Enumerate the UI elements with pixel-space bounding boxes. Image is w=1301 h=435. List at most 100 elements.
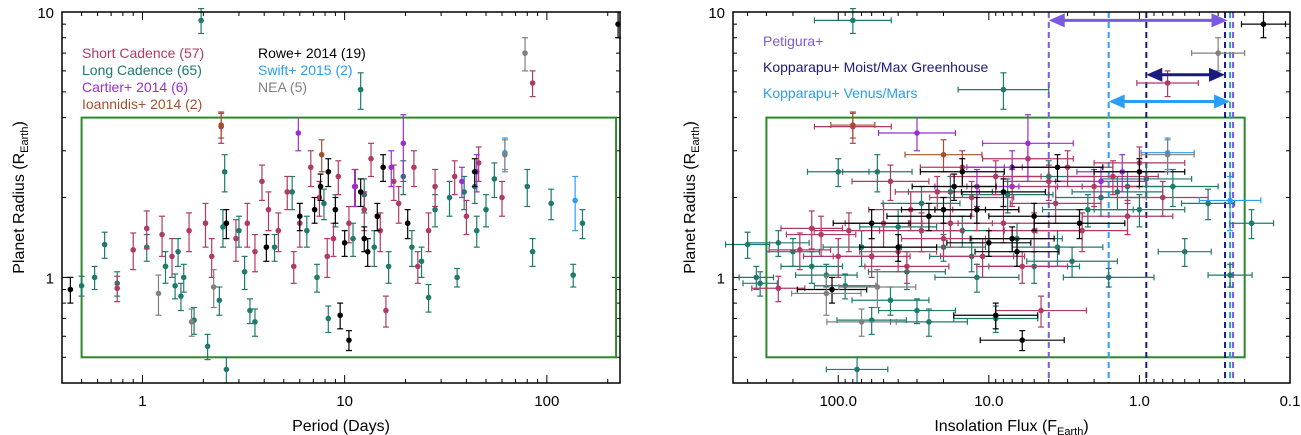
series-ioannidis: [218, 112, 325, 173]
data-point: [332, 206, 339, 213]
data-point: [904, 263, 910, 270]
data-point: [473, 227, 480, 234]
x-tick-label: 100: [534, 393, 559, 410]
legend-item: Rowe+ 2014 (19): [258, 45, 366, 61]
y-axis-label: Planet Radius (REarth): [682, 121, 702, 274]
data-point: [1019, 337, 1026, 343]
data-point: [101, 241, 108, 248]
data-point: [236, 227, 242, 234]
data-point: [895, 244, 901, 250]
data-point: [483, 206, 489, 213]
data-point: [808, 263, 815, 270]
data-point: [155, 290, 162, 297]
data-point: [371, 244, 378, 250]
data-point: [1248, 220, 1255, 227]
legend-item: Long Cadence (65): [82, 62, 202, 78]
x-axis-label-sub: Earth: [1057, 426, 1083, 435]
data-point: [446, 194, 453, 201]
data-point: [357, 189, 364, 195]
data-point: [321, 200, 327, 207]
data-point: [818, 231, 824, 238]
data-point: [233, 235, 239, 242]
data-point: [1076, 220, 1083, 227]
data-point: [1114, 189, 1121, 195]
y-axis-label-tail: ): [11, 121, 28, 126]
y-tick-label: 1: [717, 270, 725, 287]
data-point: [324, 253, 331, 260]
data-point: [1136, 206, 1143, 213]
data-point: [175, 248, 181, 255]
data-point: [188, 319, 195, 325]
data-point: [304, 227, 310, 234]
data-point: [202, 220, 209, 227]
data-point: [361, 235, 368, 242]
data-point: [271, 244, 278, 250]
data-point: [346, 220, 352, 227]
data-point: [940, 235, 947, 242]
data-point: [529, 80, 536, 86]
data-point: [454, 274, 460, 281]
data-point: [757, 280, 763, 287]
data-point: [385, 263, 392, 270]
data-point: [263, 244, 270, 250]
series-rowe: [67, 11, 622, 352]
data-point: [198, 17, 204, 24]
data-point: [284, 189, 291, 195]
panel-period-vs-radius: 1 10 100 1 10 Period (Days) Planet Radius (REa…: [11, 5, 622, 435]
data-point: [1260, 21, 1267, 27]
legend-item: Kopparapu+ Venus/Mars: [763, 85, 918, 101]
data-point: [208, 253, 215, 260]
data-point: [259, 178, 265, 185]
data-point: [979, 253, 986, 260]
data-point: [992, 173, 999, 180]
data-point: [351, 183, 358, 190]
data-point: [522, 50, 528, 56]
x-axis-label: Insolation Flux (FEarth): [934, 418, 1088, 435]
data-point: [400, 140, 407, 147]
data-point: [572, 197, 578, 204]
data-point: [471, 168, 478, 175]
selection-box: [80, 116, 618, 359]
data-point: [368, 155, 374, 162]
data-point: [391, 178, 397, 185]
data-point: [388, 164, 395, 171]
data-point: [1215, 50, 1221, 56]
data-point: [951, 183, 957, 190]
series-cartier: [295, 114, 480, 208]
y-axis-label: Planet Radius (REarth): [11, 121, 31, 274]
y-axis-label-tail: ): [682, 121, 699, 126]
data-point: [162, 263, 169, 270]
data-point: [1136, 168, 1143, 175]
data-point: [380, 164, 386, 171]
data-point: [461, 189, 467, 195]
data-point: [247, 307, 253, 314]
data-point: [1085, 206, 1091, 213]
data-point: [529, 248, 536, 255]
data-point: [204, 343, 211, 350]
data-point: [425, 227, 432, 234]
data-point: [463, 213, 470, 220]
data-point: [499, 194, 505, 201]
data-point: [1098, 178, 1104, 185]
data-point: [959, 168, 966, 175]
data-point: [1038, 307, 1044, 314]
data-point: [290, 263, 297, 270]
data-point: [868, 220, 875, 227]
data-point: [218, 122, 224, 128]
data-point: [914, 130, 920, 136]
arrow-head: [1209, 67, 1226, 82]
data-point: [579, 220, 586, 227]
data-point: [895, 224, 901, 230]
data-point: [330, 235, 337, 242]
data-point: [337, 312, 343, 319]
data-point: [887, 178, 894, 185]
data-point: [926, 319, 932, 325]
data-point: [432, 183, 438, 190]
data-point: [548, 200, 554, 207]
data-point: [1054, 164, 1061, 171]
data-point: [1014, 248, 1020, 255]
x-axis-label-main: Insolation Flux (F: [934, 418, 1057, 435]
hz-arrows: [1048, 13, 1231, 109]
x-tick-label: 0.1: [1280, 393, 1301, 410]
